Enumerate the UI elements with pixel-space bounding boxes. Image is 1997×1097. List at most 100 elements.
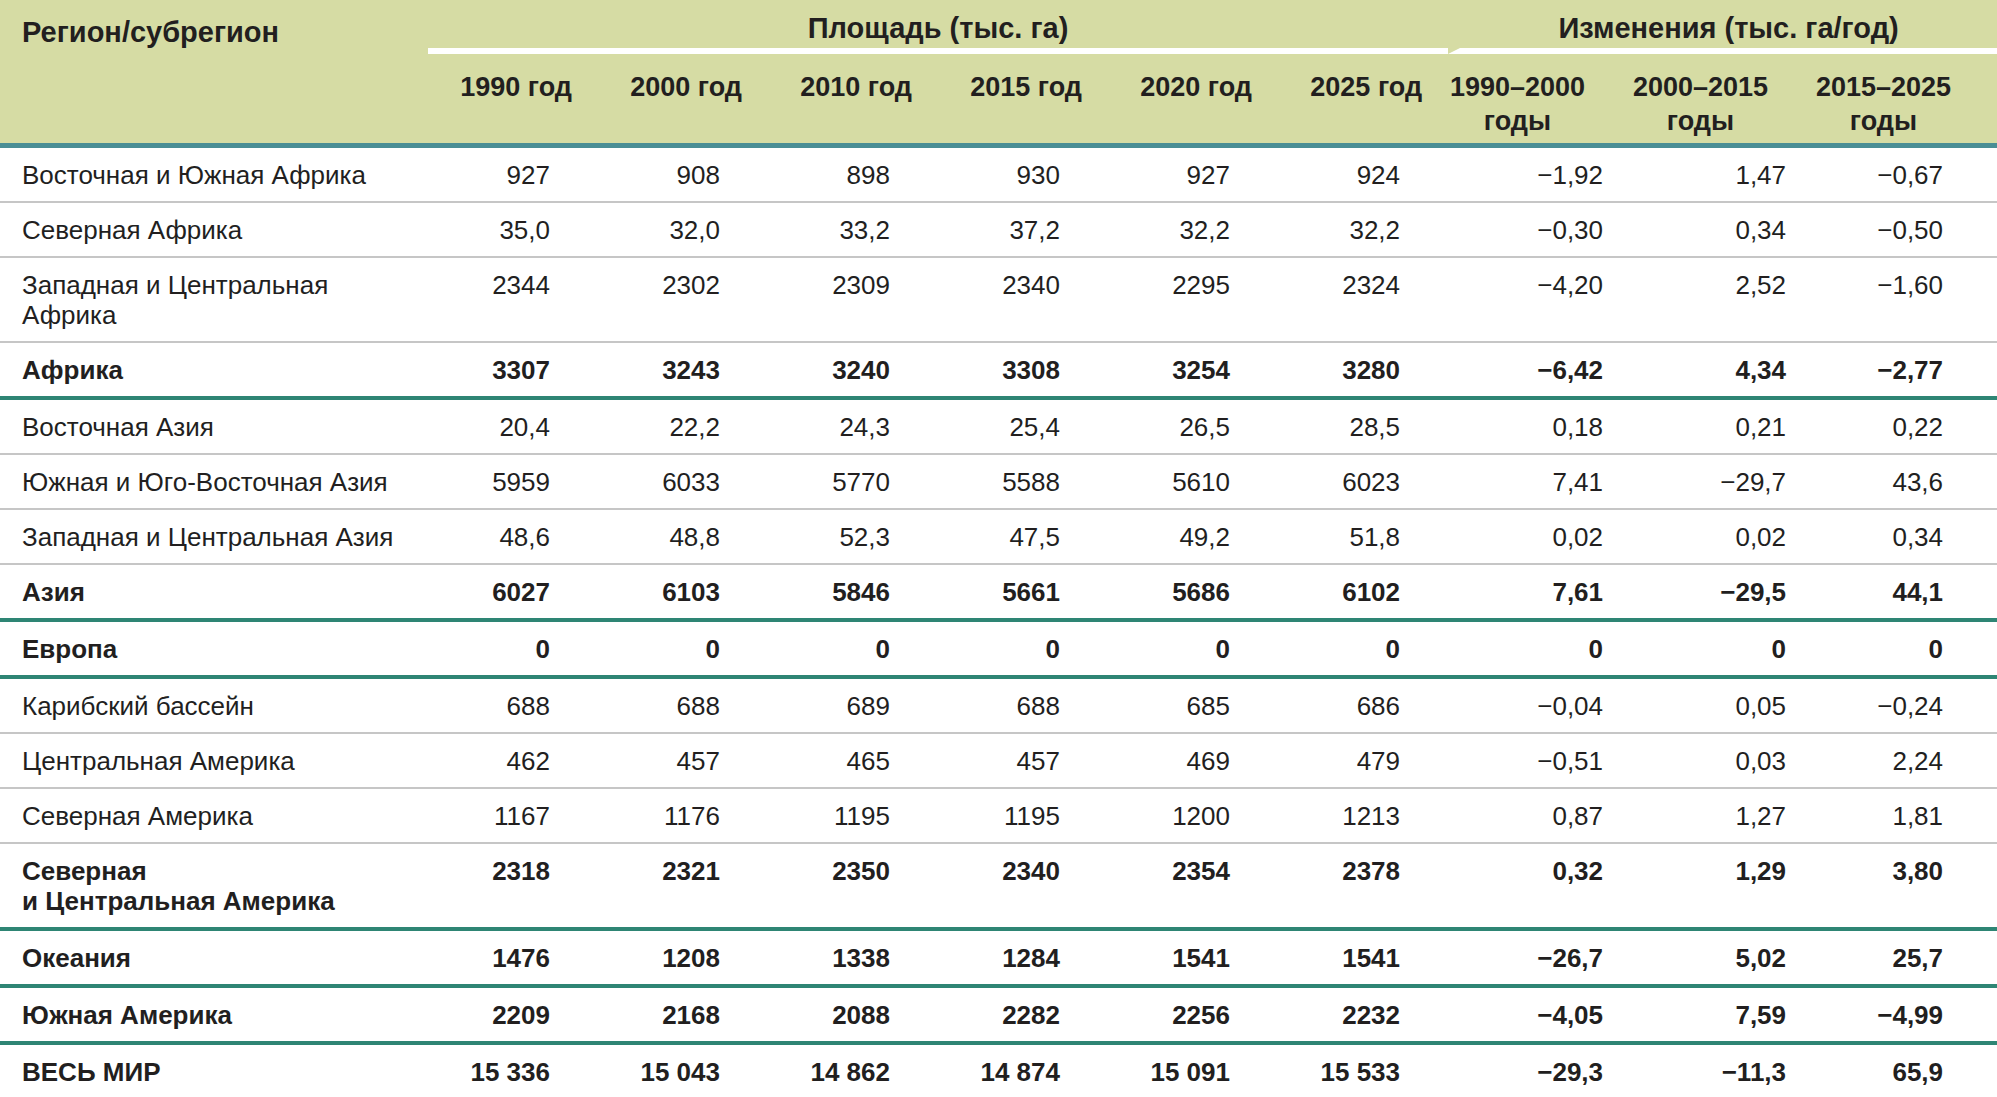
column-header-2015: 2015 год bbox=[938, 54, 1108, 148]
area-value-cell: 1200 bbox=[1108, 789, 1278, 844]
change-value-cell: −0,24 bbox=[1814, 679, 1997, 734]
change-value-cell: 3,80 bbox=[1814, 844, 1997, 931]
area-value-cell: 32,0 bbox=[598, 203, 768, 258]
change-value-cell: 7,59 bbox=[1631, 988, 1814, 1045]
table-row: Северная Америка116711761195119512001213… bbox=[0, 789, 1997, 844]
area-value-cell: 6102 bbox=[1278, 565, 1448, 622]
table-row: Северная Африка35,032,033,237,232,232,2−… bbox=[0, 203, 1997, 258]
change-value-cell: 0,21 bbox=[1631, 400, 1814, 455]
area-value-cell: 1541 bbox=[1278, 931, 1448, 988]
total-row: Африка330732433240330832543280−6,424,34−… bbox=[0, 343, 1997, 400]
change-value-cell: −4,05 bbox=[1448, 988, 1631, 1045]
area-value-cell: 1176 bbox=[598, 789, 768, 844]
area-value-cell: 688 bbox=[938, 679, 1108, 734]
table-row: Карибский бассейн688688689688685686−0,04… bbox=[0, 679, 1997, 734]
area-value-cell: 2378 bbox=[1278, 844, 1448, 931]
area-value-cell: 2324 bbox=[1278, 258, 1448, 343]
area-value-cell: 685 bbox=[1108, 679, 1278, 734]
table-row: Восточная Азия20,422,224,325,426,528,50,… bbox=[0, 400, 1997, 455]
area-value-cell: 2302 bbox=[598, 258, 768, 343]
area-value-cell: 2088 bbox=[768, 988, 938, 1045]
region-name: Западная и Центральная Африка bbox=[0, 258, 428, 343]
region-name: Западная и Центральная Азия bbox=[0, 510, 428, 565]
area-value-cell: 1195 bbox=[938, 789, 1108, 844]
area-value-cell: 15 533 bbox=[1278, 1045, 1448, 1097]
area-value-cell: 1338 bbox=[768, 931, 938, 988]
change-value-cell: −2,77 bbox=[1814, 343, 1997, 400]
area-value-cell: 908 bbox=[598, 148, 768, 203]
change-value-cell: 4,34 bbox=[1631, 343, 1814, 400]
area-value-cell: 5588 bbox=[938, 455, 1108, 510]
region-name: Южная и Юго-Восточная Азия bbox=[0, 455, 428, 510]
area-value-cell: 3240 bbox=[768, 343, 938, 400]
column-header-label: 2015–2025 годы bbox=[1816, 70, 1951, 138]
area-value-cell: 479 bbox=[1278, 734, 1448, 789]
change-value-cell: 2,52 bbox=[1631, 258, 1814, 343]
column-header-change-2015-2025: 2015–2025 годы bbox=[1814, 54, 1997, 148]
region-name: Северная Африка bbox=[0, 203, 428, 258]
change-value-cell: 0,05 bbox=[1631, 679, 1814, 734]
change-value-cell: 7,61 bbox=[1448, 565, 1631, 622]
area-value-cell: 1541 bbox=[1108, 931, 1278, 988]
area-value-cell: 2344 bbox=[428, 258, 598, 343]
area-value-cell: 33,2 bbox=[768, 203, 938, 258]
change-value-cell: −29,3 bbox=[1448, 1045, 1631, 1097]
change-value-cell: 25,7 bbox=[1814, 931, 1997, 988]
total-row: Океания147612081338128415411541−26,75,02… bbox=[0, 931, 1997, 988]
change-value-cell: −1,92 bbox=[1448, 148, 1631, 203]
change-range: 2000–2015 bbox=[1633, 70, 1768, 104]
area-value-cell: 1284 bbox=[938, 931, 1108, 988]
column-header-change-2000-2015: 2000–2015 годы bbox=[1631, 54, 1814, 148]
region-name: Северная Америка bbox=[0, 789, 428, 844]
change-range: 1990–2000 bbox=[1450, 70, 1585, 104]
change-value-cell: −1,60 bbox=[1814, 258, 1997, 343]
area-value-cell: 48,8 bbox=[598, 510, 768, 565]
area-value-cell: 52,3 bbox=[768, 510, 938, 565]
area-value-cell: 47,5 bbox=[938, 510, 1108, 565]
area-value-cell: 1195 bbox=[768, 789, 938, 844]
column-header-2000: 2000 год bbox=[598, 54, 768, 148]
area-value-cell: 6023 bbox=[1278, 455, 1448, 510]
column-header-region: Регион/субрегион bbox=[0, 0, 428, 148]
change-value-cell: 0,34 bbox=[1631, 203, 1814, 258]
change-value-cell: −0,50 bbox=[1814, 203, 1997, 258]
area-value-cell: 3243 bbox=[598, 343, 768, 400]
column-header-2025: 2025 год bbox=[1278, 54, 1448, 148]
change-value-cell: 0,02 bbox=[1448, 510, 1631, 565]
change-value-cell: 43,6 bbox=[1814, 455, 1997, 510]
change-value-cell: −0,51 bbox=[1448, 734, 1631, 789]
region-name: Центральная Америка bbox=[0, 734, 428, 789]
area-value-cell: 5661 bbox=[938, 565, 1108, 622]
area-value-cell: 0 bbox=[1108, 622, 1278, 679]
region-name: Океания bbox=[0, 931, 428, 988]
table-body: Восточная и Южная Африка9279088989309279… bbox=[0, 148, 1997, 1097]
area-value-cell: 0 bbox=[768, 622, 938, 679]
change-value-cell: 1,29 bbox=[1631, 844, 1814, 931]
area-value-cell: 930 bbox=[938, 148, 1108, 203]
region-name: ВЕСЬ МИР bbox=[0, 1045, 428, 1097]
area-value-cell: 0 bbox=[1278, 622, 1448, 679]
forest-area-table: Регион/субрегион Площадь (тыс. га) Измен… bbox=[0, 0, 1997, 1097]
table-row: Западная и Центральная Азия48,648,852,34… bbox=[0, 510, 1997, 565]
area-value-cell: 0 bbox=[428, 622, 598, 679]
total-row: Северная и Центральная Америка2318232123… bbox=[0, 844, 1997, 931]
change-value-cell: 0 bbox=[1631, 622, 1814, 679]
area-value-cell: 3280 bbox=[1278, 343, 1448, 400]
column-header-change-1990-2000: 1990–2000 годы bbox=[1448, 54, 1631, 148]
change-value-cell: 5,02 bbox=[1631, 931, 1814, 988]
column-group-area: Площадь (тыс. га) bbox=[428, 0, 1448, 54]
region-name: Южная Америка bbox=[0, 988, 428, 1045]
area-value-cell: 2350 bbox=[768, 844, 938, 931]
area-value-cell: 5610 bbox=[1108, 455, 1278, 510]
table-header: Регион/субрегион Площадь (тыс. га) Измен… bbox=[0, 0, 1997, 148]
area-value-cell: 51,8 bbox=[1278, 510, 1448, 565]
area-value-cell: 49,2 bbox=[1108, 510, 1278, 565]
change-value-cell: 0,02 bbox=[1631, 510, 1814, 565]
table-row: Западная и Центральная Африка23442302230… bbox=[0, 258, 1997, 343]
area-value-cell: 3307 bbox=[428, 343, 598, 400]
change-value-cell: −0,30 bbox=[1448, 203, 1631, 258]
region-name: Африка bbox=[0, 343, 428, 400]
area-value-cell: 26,5 bbox=[1108, 400, 1278, 455]
area-value-cell: 2295 bbox=[1108, 258, 1278, 343]
area-value-cell: 15 336 bbox=[428, 1045, 598, 1097]
